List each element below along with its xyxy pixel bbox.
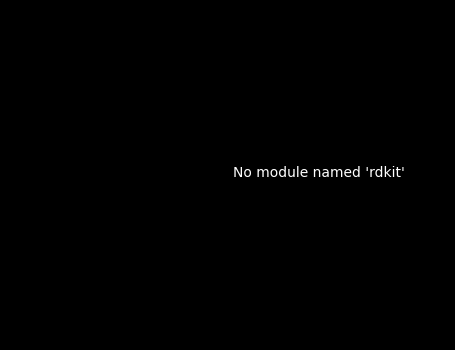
Text: No module named 'rdkit': No module named 'rdkit' [233, 166, 405, 180]
